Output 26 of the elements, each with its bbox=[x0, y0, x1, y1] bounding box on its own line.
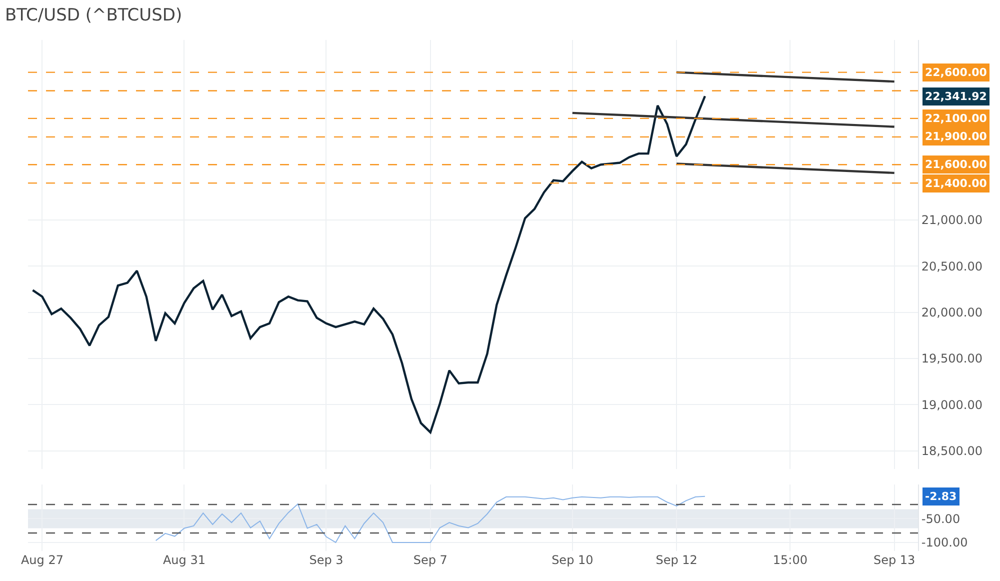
x-tick-label: Sep 12 bbox=[656, 553, 698, 567]
ref-line-label: 21,600.00 bbox=[925, 158, 988, 171]
ref-line-label: 21,900.00 bbox=[925, 130, 988, 143]
x-tick-label: Sep 7 bbox=[413, 553, 448, 567]
y-tick-label: 19,500.00 bbox=[921, 352, 982, 366]
y-tick-label: 18,500.00 bbox=[921, 444, 982, 458]
x-tick-label: Aug 27 bbox=[20, 553, 64, 567]
text: 22,341.92 bbox=[925, 90, 987, 103]
y-tick-label: 19,000.00 bbox=[921, 398, 982, 412]
x-tick-label: Sep 10 bbox=[552, 553, 594, 567]
x-tick-label: 15:00 bbox=[772, 553, 808, 567]
x-tick-label: Sep 13 bbox=[873, 553, 916, 567]
line-series bbox=[32, 95, 706, 434]
y-tick-label: -50.00 bbox=[921, 512, 960, 526]
line-series bbox=[155, 496, 706, 543]
chart-title: BTC/USD (^BTCUSD) bbox=[5, 6, 182, 26]
x-tick-label: Sep 3 bbox=[309, 553, 344, 567]
y-tick-label: 20,500.00 bbox=[921, 259, 982, 274]
ref-line-label: 22,600.00 bbox=[925, 66, 988, 79]
text: -2.83 bbox=[925, 490, 957, 503]
ref-line-label: 22,100.00 bbox=[925, 112, 988, 125]
y-tick-label: 20,000.00 bbox=[921, 306, 982, 320]
ref-line-label: 21,400.00 bbox=[925, 177, 988, 190]
y-tick-label: 21,000.00 bbox=[921, 213, 982, 228]
y-tick-label: -100.00 bbox=[921, 536, 968, 550]
x-tick-label: Aug 31 bbox=[162, 553, 206, 567]
